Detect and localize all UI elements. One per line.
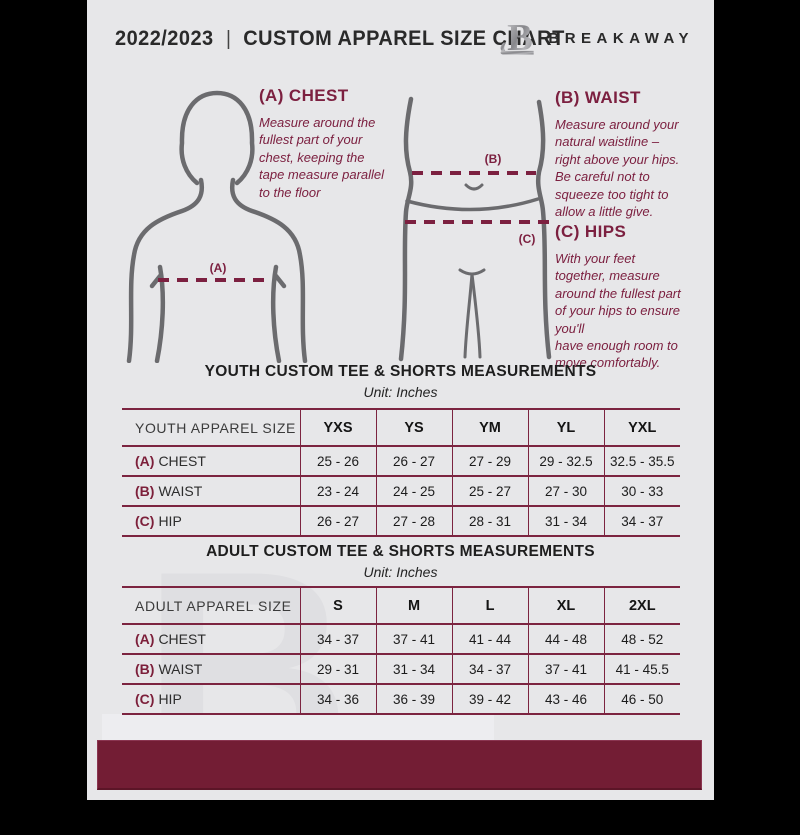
hips-heading: (C) HIPS: [555, 222, 627, 241]
waist-hips-measurement-figure: (B) (C): [398, 96, 552, 362]
row-label: (A) CHEST: [135, 453, 206, 469]
row-label: (B) WAIST: [135, 483, 203, 499]
figure-head-outline: [179, 90, 255, 186]
measurement-cell: 25 - 26: [299, 446, 376, 476]
youth-header-row: YOUTH APPAREL SIZE YXS YS YM YL YXL: [122, 409, 680, 446]
row-label: (C) HIP: [135, 691, 182, 707]
chest-instructions: (A) CHEST Measure around the fullest par…: [259, 86, 434, 201]
navel-mark: [464, 183, 484, 191]
measurement-cell: 32.5 - 35.5: [603, 446, 680, 476]
table-row-chest: (A) CHEST 25 - 26 26 - 27 27 - 29 29 - 32…: [122, 446, 680, 476]
breakaway-logo-icon: B: [500, 17, 535, 59]
adult-header-row: ADULT APPAREL SIZE S M L XL 2XL: [122, 587, 680, 624]
measurement-cell: 44 - 48: [527, 624, 604, 654]
size-column-header: YM: [451, 409, 528, 446]
size-column-header: YXS: [299, 409, 376, 446]
measurement-cell: 39 - 42: [451, 684, 528, 714]
hip-waistband-curve: [405, 197, 540, 212]
size-column-header: YXL: [603, 409, 680, 446]
table-row-hip: (C) HIP 26 - 27 27 - 28 28 - 31 31 - 34 3…: [122, 506, 680, 536]
measurement-cell: 29 - 32.5: [527, 446, 604, 476]
size-chart-page: 2022/2023 | CUSTOM APPAREL SIZE CHART B …: [87, 0, 715, 818]
measurement-cell: 48 - 52: [603, 624, 680, 654]
table-row-hip: (C) HIP 34 - 36 36 - 39 39 - 42 43 - 46 4…: [122, 684, 680, 714]
header: 2022/2023 | CUSTOM APPAREL SIZE CHART: [115, 27, 565, 51]
brand-name: BREAKAWAY: [548, 29, 694, 47]
measurement-cell: 46 - 50: [603, 684, 680, 714]
season-year: 2022/2023: [115, 27, 214, 50]
measurement-cell: 41 - 45.5: [603, 654, 680, 684]
measurement-cell: 26 - 27: [375, 446, 452, 476]
measurement-cell: 43 - 46: [527, 684, 604, 714]
measurement-cell: 24 - 25: [375, 476, 452, 506]
measurement-cell: 26 - 27: [299, 506, 376, 536]
size-column-header: YS: [375, 409, 452, 446]
chest-line-label: (A): [210, 261, 227, 275]
hips-body-text: With your feet together, measure around …: [555, 251, 681, 371]
size-column-header: 2XL: [603, 587, 680, 624]
measurement-cell: 27 - 28: [375, 506, 452, 536]
measurement-cell: 34 - 36: [299, 684, 376, 714]
page-title: CUSTOM APPAREL SIZE CHART: [243, 27, 565, 50]
hips-instructions: (C) HIPS With your feet together, measur…: [555, 222, 715, 372]
measurement-cell: 37 - 41: [527, 654, 604, 684]
watermark-underline: [102, 714, 494, 741]
measurement-cell: 25 - 27: [451, 476, 528, 506]
measurement-cell: 34 - 37: [299, 624, 376, 654]
adult-table-unit: Unit: Inches: [363, 564, 438, 580]
hips-line-label: (C): [519, 232, 536, 246]
measurement-cell: 23 - 24: [299, 476, 376, 506]
row-label: (C) HIP: [135, 513, 182, 529]
chest-heading: (A) CHEST: [259, 86, 349, 105]
table-row-waist: (B) WAIST 29 - 31 31 - 34 34 - 37 37 - 41…: [122, 654, 680, 684]
measurement-cell: 31 - 34: [527, 506, 604, 536]
adult-table-title: ADULT CUSTOM TEE & SHORTS MEASUREMENTS: [206, 543, 595, 560]
chest-measurement-figure: (A): [126, 90, 308, 363]
measurement-cell: 27 - 30: [527, 476, 604, 506]
chest-body-text: Measure around the fullest part of your …: [259, 115, 385, 200]
waist-body-text: Measure around your natural waistline – …: [555, 117, 680, 220]
header-divider: |: [225, 27, 231, 50]
waist-line-label: (B): [485, 152, 502, 166]
size-column-header: YL: [527, 409, 604, 446]
youth-size-table: YOUTH APPAREL SIZE YXS YS YM YL YXL (A) C…: [122, 408, 680, 537]
row-label: (B) WAIST: [135, 661, 203, 677]
footer-bar: [97, 740, 702, 790]
waist-instructions: (B) WAIST Measure around your natural wa…: [555, 88, 710, 220]
measurement-cell: 28 - 31: [451, 506, 528, 536]
size-column-header: M: [375, 587, 452, 624]
youth-size-header-cell: YOUTH APPAREL SIZE: [135, 419, 296, 436]
measurement-cell: 30 - 33: [603, 476, 680, 506]
measurement-cell: 29 - 31: [299, 654, 376, 684]
measurement-cell: 31 - 34: [375, 654, 452, 684]
adult-size-table: ADULT APPAREL SIZE S M L XL 2XL (A) CHEST…: [122, 586, 680, 715]
youth-table-unit: Unit: Inches: [363, 384, 438, 400]
row-label: (A) CHEST: [135, 631, 206, 647]
measurement-cell: 34 - 37: [451, 654, 528, 684]
brand-block: B BREAKAWAY: [497, 15, 694, 61]
measurement-cell: 34 - 37: [603, 506, 680, 536]
measurement-cell: 37 - 41: [375, 624, 452, 654]
table-row-waist: (B) WAIST 23 - 24 24 - 25 25 - 27 27 - 30…: [122, 476, 680, 506]
measurement-cell: 36 - 39: [375, 684, 452, 714]
measurement-cell: 41 - 44: [451, 624, 528, 654]
youth-table-title: YOUTH CUSTOM TEE & SHORTS MEASUREMENTS: [204, 363, 597, 380]
size-column-header: L: [451, 587, 528, 624]
waist-heading: (B) WAIST: [555, 88, 641, 107]
table-row-chest: (A) CHEST 34 - 37 37 - 41 41 - 44 44 - 48…: [122, 624, 680, 654]
adult-size-header-cell: ADULT APPAREL SIZE: [135, 597, 292, 614]
measurement-cell: 27 - 29: [451, 446, 528, 476]
size-column-header: XL: [527, 587, 604, 624]
size-column-header: S: [299, 587, 376, 624]
